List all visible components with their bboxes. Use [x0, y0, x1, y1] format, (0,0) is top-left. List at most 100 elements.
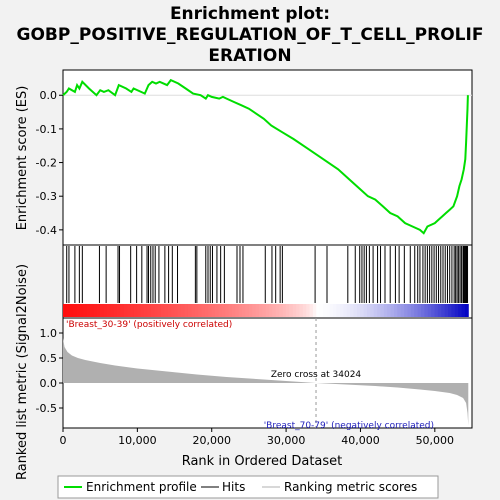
heat-bar-cell — [319, 304, 324, 317]
heat-bar-cell — [420, 304, 425, 317]
heat-bar-cell — [164, 304, 169, 317]
heat-bar-cell — [167, 304, 172, 317]
heat-bar-cell — [157, 304, 162, 317]
heat-bar-cell — [377, 304, 381, 317]
heat-bar-cell — [269, 304, 273, 317]
heat-bar-cell — [464, 304, 469, 317]
metric-y-tick-label: 1.0 — [40, 327, 58, 340]
heat-bar-cell — [448, 304, 452, 317]
heat-bar-cell — [103, 304, 108, 317]
chart-title-line-2: GOBP_POSITIVE_REGULATION_OF_T_CELL_PROLI… — [17, 25, 484, 45]
heat-bar-cell — [393, 304, 398, 317]
ranking-metric-area — [63, 338, 469, 426]
heat-bar-cell — [106, 304, 111, 317]
heat-bar-cell — [177, 304, 182, 317]
heat-bar-cell — [184, 304, 189, 317]
heat-bar-cell — [208, 304, 213, 317]
heat-bar-cell — [245, 304, 250, 317]
heat-bar-cell — [204, 304, 209, 317]
x-tick-label: 40,000 — [341, 434, 380, 447]
heat-bar-cell — [356, 304, 361, 317]
positive-class-label: 'Breast_30-39' (positively correlated) — [66, 320, 232, 330]
heat-bar-cell — [366, 304, 371, 317]
heat-bar-cell — [275, 304, 280, 317]
es-y-tick-label: -0.4 — [36, 224, 57, 237]
heat-bar-cell — [380, 304, 385, 317]
x-axis: 0 10,000 20,000 30,000 40,000 50,000 — [60, 428, 455, 447]
heat-bar-cell — [360, 304, 365, 317]
metric-y-tick-label: -0.5 — [36, 402, 57, 415]
heat-bar-cell — [350, 304, 354, 317]
heat-bar-cell — [326, 304, 331, 317]
heat-bar-cell — [400, 304, 405, 317]
heat-bar-cell — [154, 304, 159, 317]
heat-bar-cell — [265, 304, 270, 317]
heat-bar-cell — [387, 304, 392, 317]
metric-y-tick-label: 0.5 — [40, 352, 58, 365]
heat-bar-cell — [323, 304, 327, 317]
heat-bar-cell — [343, 304, 348, 317]
heat-bar-cell — [194, 304, 199, 317]
heat-bar-cell — [255, 304, 260, 317]
heat-bar-cell — [410, 304, 415, 317]
heat-bar-cell — [228, 304, 233, 317]
hits-marks — [66, 246, 469, 303]
heat-bar-cell — [461, 304, 466, 317]
heat-bar-cell — [73, 304, 78, 317]
heat-bar-cell — [252, 304, 257, 317]
legend-enrichment-label: Enrichment profile — [86, 480, 197, 494]
heat-bar-cell — [424, 304, 429, 317]
heat-bar-cell — [181, 304, 186, 317]
heat-bar-cell — [123, 304, 128, 317]
heat-bar-cell — [93, 304, 98, 317]
heat-bar-cell — [83, 304, 88, 317]
heat-bar-cell — [404, 304, 408, 317]
es-y-tick-label: 0.0 — [40, 89, 58, 102]
heat-bar-cell — [285, 304, 290, 317]
heat-bar-cell — [272, 304, 277, 317]
heat-bar-cell — [444, 304, 449, 317]
heat-bar-cell — [390, 304, 395, 317]
negative-class-label: 'Breast_70-79' (negatively correlated) — [264, 421, 434, 431]
legend-box — [57, 475, 439, 499]
legend-hits-label: Hits — [222, 480, 245, 494]
heat-bar-cell — [417, 304, 422, 317]
es-y-tick-label: -0.2 — [36, 157, 57, 170]
x-axis-label: Rank in Ordered Dataset — [182, 454, 343, 469]
heat-bar-cell — [279, 304, 284, 317]
heat-bar-cell — [241, 304, 246, 317]
heat-bar-cell — [353, 304, 358, 317]
heat-bar-cell — [437, 304, 442, 317]
x-tick-label: 50,000 — [416, 434, 455, 447]
x-tick-label: 30,000 — [267, 434, 306, 447]
heat-bar-cell — [454, 304, 459, 317]
heat-bar-cell — [171, 304, 175, 317]
heat-bar-cell — [312, 304, 317, 317]
heat-bar-cell — [441, 304, 446, 317]
zero-cross-label: Zero cross at 34024 — [271, 370, 362, 380]
heat-bar-cell — [289, 304, 294, 317]
heat-bar-cell — [302, 304, 307, 317]
heat-bar-cell — [174, 304, 179, 317]
heat-bar-cell — [140, 304, 145, 317]
heat-bar-cell — [63, 304, 67, 317]
legend-ranking-label: Ranking metric scores — [284, 480, 417, 494]
heat-bar-cell — [309, 304, 314, 317]
heat-bar-cell — [90, 304, 94, 317]
heat-bar-cell — [231, 304, 236, 317]
heat-bar-cell — [373, 304, 378, 317]
heat-bar-cell — [150, 304, 155, 317]
metric-y-axis-label: Ranked list metric (Signal2Noise) — [15, 264, 30, 480]
heat-bar-cell — [110, 304, 115, 317]
heat-bar-cell — [299, 304, 304, 317]
heat-bar-cell — [160, 304, 165, 317]
heat-bar-cell — [191, 304, 196, 317]
ranking-heat-bar — [63, 304, 469, 317]
heat-bar-cell — [363, 304, 368, 317]
heat-bar-cell — [113, 304, 118, 317]
heat-bar-cell — [434, 304, 439, 317]
heat-bar-cell — [451, 304, 456, 317]
heat-bar-cell — [218, 304, 223, 317]
heat-bar-cell — [397, 304, 402, 317]
heat-bar-cell — [86, 304, 91, 317]
